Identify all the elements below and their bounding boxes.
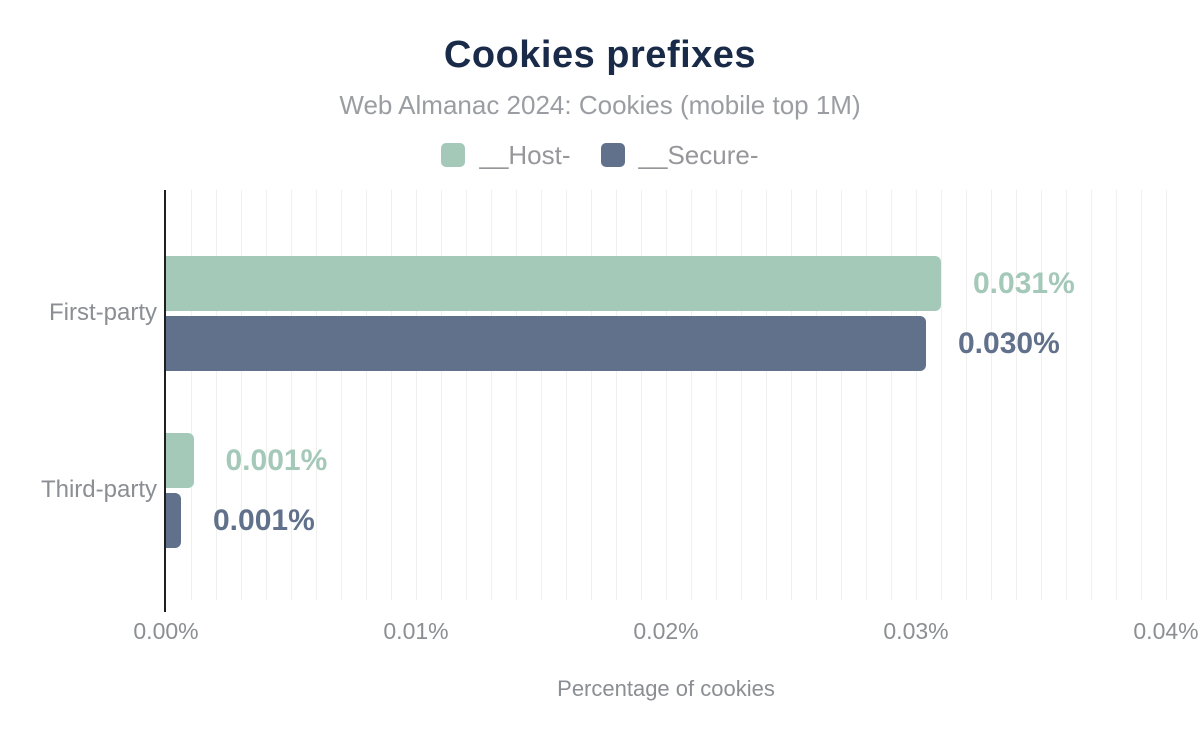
- gridline: [1166, 190, 1167, 600]
- legend-swatch-host: [441, 143, 466, 167]
- gridline: [566, 190, 567, 600]
- gridline: [616, 190, 617, 600]
- legend-label: __Host-: [479, 140, 571, 170]
- gridline: [841, 190, 842, 600]
- gridline: [691, 190, 692, 600]
- gridline: [916, 190, 917, 600]
- gridline: [941, 190, 942, 600]
- value-label-secure-first-party: 0.030%: [958, 326, 1060, 360]
- chart-subtitle: Web Almanac 2024: Cookies (mobile top 1M…: [339, 90, 861, 120]
- x-tick-label: 0.00%: [133, 618, 199, 644]
- gridline: [866, 190, 867, 600]
- gridline: [466, 190, 467, 600]
- gridline: [491, 190, 492, 600]
- x-tick-label: 0.03%: [883, 618, 949, 644]
- legend-swatch-secure: [600, 143, 625, 167]
- gridline: [741, 190, 742, 600]
- gridline: [216, 190, 217, 600]
- bar-secure-first-party: [166, 315, 926, 371]
- legend-item-secure: __Secure-: [600, 140, 759, 170]
- x-tick-label: 0.02%: [633, 618, 699, 644]
- gridline: [816, 190, 817, 600]
- gridline: [266, 190, 267, 600]
- category-label-first-party: First-party: [49, 299, 157, 326]
- y-axis-line: [164, 190, 166, 612]
- chart-title: Cookies prefixes: [443, 34, 757, 76]
- gridline: [316, 190, 317, 600]
- gridline: [1141, 190, 1142, 600]
- gridline: [1041, 190, 1042, 600]
- gridline: [766, 190, 767, 600]
- gridline: [416, 190, 417, 600]
- value-label-host-third-party: 0.001%: [225, 443, 328, 477]
- gridline: [666, 190, 667, 600]
- legend-item-host: __Host-: [441, 140, 571, 170]
- legend: __Host- __Secure-: [0, 142, 1200, 168]
- bar-host-first-party: [166, 255, 941, 311]
- gridline: [791, 190, 792, 600]
- gridline: [591, 190, 592, 600]
- gridline: [1016, 190, 1017, 600]
- bar-host-third-party: [166, 432, 194, 488]
- value-label-host-first-party: 0.031%: [973, 266, 1075, 300]
- gridline: [516, 190, 517, 600]
- gridline: [1091, 190, 1092, 600]
- category-label-third-party: Third-party: [40, 476, 157, 503]
- value-label-secure-third-party: 0.001%: [213, 503, 315, 537]
- gridline: [366, 190, 367, 600]
- gridline: [341, 190, 342, 600]
- bar-secure-third-party: [166, 492, 181, 548]
- gridline: [541, 190, 542, 600]
- x-axis-title: Percentage of cookies: [557, 676, 775, 701]
- gridline: [716, 190, 717, 600]
- legend-label: __Secure-: [638, 140, 759, 170]
- gridline: [966, 190, 967, 600]
- x-tick-label: 0.04%: [1133, 618, 1199, 644]
- gridline: [441, 190, 442, 600]
- gridline: [1066, 190, 1067, 600]
- gridline: [641, 190, 642, 600]
- gridline: [991, 190, 992, 600]
- gridline: [391, 190, 392, 600]
- x-tick-label: 0.01%: [383, 618, 449, 644]
- gridline: [891, 190, 892, 600]
- gridline: [1116, 190, 1117, 600]
- gridline: [291, 190, 292, 600]
- gridline: [191, 190, 192, 600]
- gridline: [241, 190, 242, 600]
